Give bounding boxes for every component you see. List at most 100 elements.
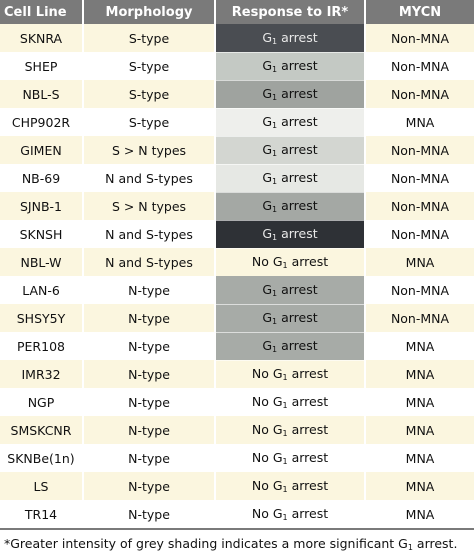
response-value: G1 arrest	[214, 220, 366, 249]
cell-line-value: IMR32	[0, 360, 84, 388]
cell-line-value: SMSKCNR	[0, 416, 84, 444]
response-subscript: 1	[272, 149, 278, 158]
response-value: G1 arrest	[214, 164, 366, 193]
table-row: SKNRA S-type G1 arrest Non-MNA	[0, 24, 474, 53]
response-rest: arrest	[277, 114, 318, 129]
response-subscript: 1	[282, 261, 288, 271]
response-rest: arrest	[287, 366, 329, 382]
response-subscript: 1	[272, 205, 278, 214]
response-text: No G1 arrest	[251, 254, 329, 271]
response-subscript: 1	[282, 401, 288, 410]
table-row: NB-69 N and S-types G1 arrest Non-MNA	[0, 164, 474, 193]
response-text: No G1 arrest	[251, 422, 328, 438]
morphology-value: N-type	[83, 276, 216, 304]
table-row: GIMEN S > N types G1 arrest Non-MNA	[0, 136, 474, 165]
response-phase: G	[262, 198, 273, 213]
response-value: No G1 arrest	[214, 444, 366, 472]
morphology-value: N-type	[83, 472, 216, 500]
response-rest: arrest	[277, 226, 318, 241]
table-row: SKNBe(1n) N-type No G1 arrest MNA	[0, 444, 474, 472]
response-text: No G1 arrest	[252, 450, 328, 466]
response-phase: G	[262, 142, 273, 157]
response-subscript: 1	[272, 233, 278, 242]
response-text: G1 arrest	[262, 338, 317, 354]
cell-line-value: LAN-6	[0, 276, 84, 304]
response-subscript: 1	[272, 121, 278, 130]
mycn-value: MNA	[405, 394, 435, 410]
response-subscript: 1	[282, 485, 288, 494]
table-row: IMR32 N-type No G1 arrest MNA	[0, 360, 474, 388]
morphology-value: S-type	[83, 80, 216, 108]
morphology-value: N-type	[83, 332, 216, 360]
response-text: G1 arrest	[262, 226, 318, 242]
response-value: No G1 arrest	[214, 388, 366, 416]
response-prefix: No	[251, 254, 273, 270]
response-rest: arrest	[287, 506, 329, 521]
response-value: G1 arrest	[214, 136, 366, 165]
cell-line-value: NB-69	[0, 164, 84, 192]
response-rest: arrest	[287, 394, 329, 409]
table-row: SKNSH N and S-types G1 arrest Non-MNA	[0, 220, 474, 249]
response-phase: G	[262, 58, 273, 73]
response-text: G1 arrest	[262, 114, 318, 130]
response-value: No G1 arrest	[214, 360, 366, 388]
response-rest: arrest	[287, 254, 329, 270]
morphology-value: N and S-types	[83, 248, 216, 276]
response-value: No G1 arrest	[214, 472, 366, 500]
morphology-value: N and S-types	[83, 164, 216, 192]
response-text: G1 arrest	[262, 310, 318, 326]
response-value: No G1 arrest	[214, 500, 366, 528]
table-row: NBL-S S-type G1 arrest Non-MNA	[0, 80, 474, 109]
morphology-value: N-type	[83, 500, 216, 528]
cell-line-value: PER108	[0, 332, 84, 360]
footnote-text: *Greater intensity of grey shading indic…	[4, 536, 408, 551]
cell-line-value: SKNSH	[0, 220, 84, 248]
morphology-value: S-type	[83, 108, 216, 136]
mycn-value: MNA	[405, 114, 435, 130]
response-prefix: No	[251, 422, 273, 437]
morphology-value: N-type	[83, 416, 216, 444]
response-rest: arrest	[277, 281, 318, 297]
cell-line-value: GIMEN	[0, 136, 84, 164]
response-subscript: 1	[272, 345, 278, 354]
response-text: No G1 arrest	[252, 394, 329, 410]
table-row: SMSKCNR N-type No G1 arrest MNA	[0, 416, 474, 444]
mycn-value: Non-MNA	[390, 198, 450, 214]
response-phase: G	[272, 366, 283, 382]
response-rest: arrest	[277, 198, 318, 213]
response-phase: G	[262, 170, 273, 185]
response-phase: G	[272, 478, 283, 493]
response-phase: G	[262, 338, 273, 353]
mycn-value: Non-MNA	[390, 282, 450, 298]
response-value: G1 arrest	[214, 276, 366, 305]
response-phase: G	[262, 29, 273, 45]
mycn-value: MNA	[405, 338, 435, 354]
response-prefix: No	[251, 366, 273, 382]
response-phase: G	[262, 310, 273, 325]
response-rest: arrest	[277, 310, 318, 325]
morphology-value: N-type	[83, 444, 216, 472]
response-value: No G1 arrest	[214, 416, 366, 444]
header-row: Cell Line Morphology Response to IR* MYC…	[0, 0, 474, 24]
response-phase: G	[262, 114, 273, 129]
response-text: G1 arrest	[262, 29, 317, 46]
response-phase: G	[262, 86, 273, 101]
response-subscript: 1	[282, 373, 288, 383]
mycn-value: Non-MNA	[390, 58, 450, 74]
morphology-value: N and S-types	[83, 220, 216, 248]
response-text: G1 arrest	[262, 281, 318, 298]
response-subscript: 1	[272, 36, 278, 46]
mycn-value: Non-MNA	[390, 170, 450, 186]
table-row: NGP N-type No G1 arrest MNA	[0, 388, 474, 416]
response-phase: G	[272, 450, 283, 465]
mycn-value: Non-MNA	[390, 226, 450, 242]
response-phase: G	[262, 281, 273, 297]
morphology-value: N-type	[83, 388, 216, 416]
response-text: G1 arrest	[262, 142, 317, 158]
table-row: SJNB-1 S > N types G1 arrest Non-MNA	[0, 192, 474, 221]
response-subscript: 1	[272, 93, 278, 102]
response-subscript: 1	[282, 513, 288, 522]
cell-line-value: SKNRA	[0, 24, 84, 52]
response-phase: G	[272, 506, 283, 521]
response-text: G1 arrest	[262, 86, 317, 102]
